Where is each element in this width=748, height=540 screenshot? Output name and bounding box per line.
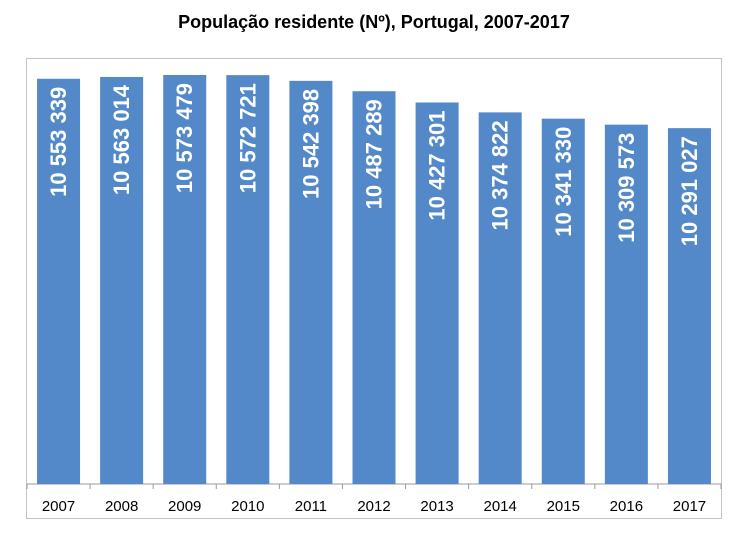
x-tick-label-2017: 2017	[673, 498, 706, 515]
x-tick-label-2007: 2007	[42, 498, 75, 515]
x-tick-label-2010: 2010	[231, 498, 264, 515]
plot-area-frame	[26, 58, 722, 519]
data-label-2014: 10 374 822	[488, 120, 513, 230]
data-label-2011: 10 542 398	[298, 89, 323, 199]
chart-title: População residente (Nº), Portugal, 2007…	[178, 12, 570, 32]
x-tick-label-2008: 2008	[105, 498, 138, 515]
data-label-2015: 10 341 330	[551, 127, 576, 237]
bar-2013	[415, 102, 459, 484]
bar-2012	[352, 91, 396, 485]
bar-2016	[604, 124, 648, 485]
bar-2010	[226, 75, 270, 484]
bar-2014	[478, 112, 522, 485]
data-label-2012: 10 487 289	[362, 99, 387, 209]
x-tick-label-2016: 2016	[610, 498, 643, 515]
bar-2008	[100, 76, 144, 485]
data-label-2007: 10 553 339	[46, 87, 71, 197]
data-label-2009: 10 573 479	[172, 83, 197, 193]
bar-2017	[667, 128, 711, 484]
x-tick-label-2011: 2011	[295, 498, 327, 515]
x-tick-label-2015: 2015	[547, 498, 580, 515]
x-tick-label-2014: 2014	[483, 498, 516, 515]
data-label-2013: 10 427 301	[425, 110, 450, 220]
bar-2009	[163, 74, 207, 484]
bar-2015	[541, 118, 585, 484]
bar-2007	[37, 78, 81, 484]
data-label-2008: 10 563 014	[109, 84, 134, 195]
x-tick-label-2013: 2013	[420, 498, 453, 515]
data-label-2017: 10 291 027	[677, 136, 702, 246]
bar-2011	[289, 80, 333, 484]
x-tick-label-2012: 2012	[357, 498, 390, 515]
data-label-2010: 10 572 721	[235, 83, 260, 193]
x-tick-label-2009: 2009	[168, 498, 201, 515]
data-label-2016: 10 309 573	[614, 133, 639, 243]
